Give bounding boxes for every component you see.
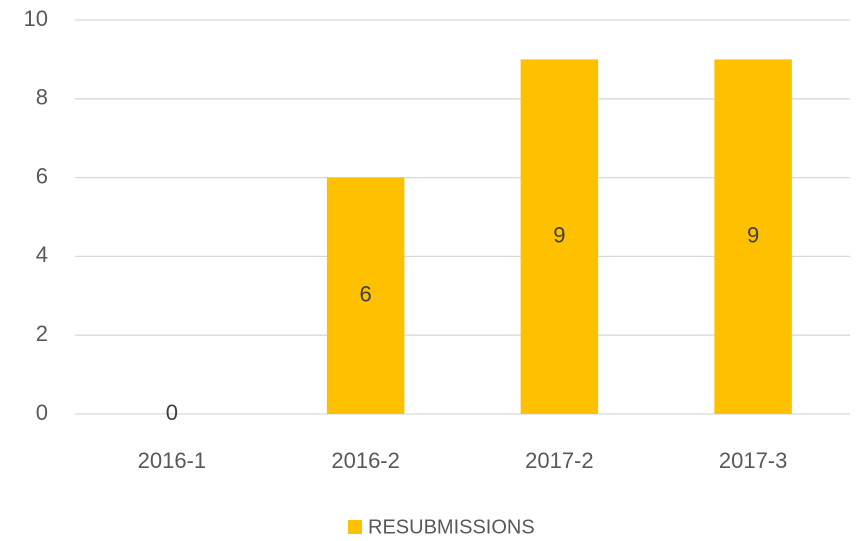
y-tick-label: 4 [36,242,48,267]
y-tick-label: 2 [36,321,48,346]
bar [714,59,792,415]
y-tick-label: 0 [36,400,48,425]
x-tick-label: 2016-2 [331,448,400,473]
y-tick-label: 6 [36,163,48,188]
data-label: 6 [360,282,372,307]
data-label: 0 [166,400,178,425]
data-label: 9 [553,223,565,248]
legend-label: RESUBMISSIONS [368,516,535,538]
x-tick-label: 2016-1 [138,448,207,473]
x-tick-label: 2017-2 [525,448,594,473]
y-tick-label: 8 [36,85,48,110]
data-label: 9 [747,223,759,248]
bar [326,177,405,414]
legend-swatch [348,520,362,534]
y-tick-label: 10 [24,6,48,31]
x-tick-label: 2017-3 [719,448,788,473]
bar [520,59,599,415]
